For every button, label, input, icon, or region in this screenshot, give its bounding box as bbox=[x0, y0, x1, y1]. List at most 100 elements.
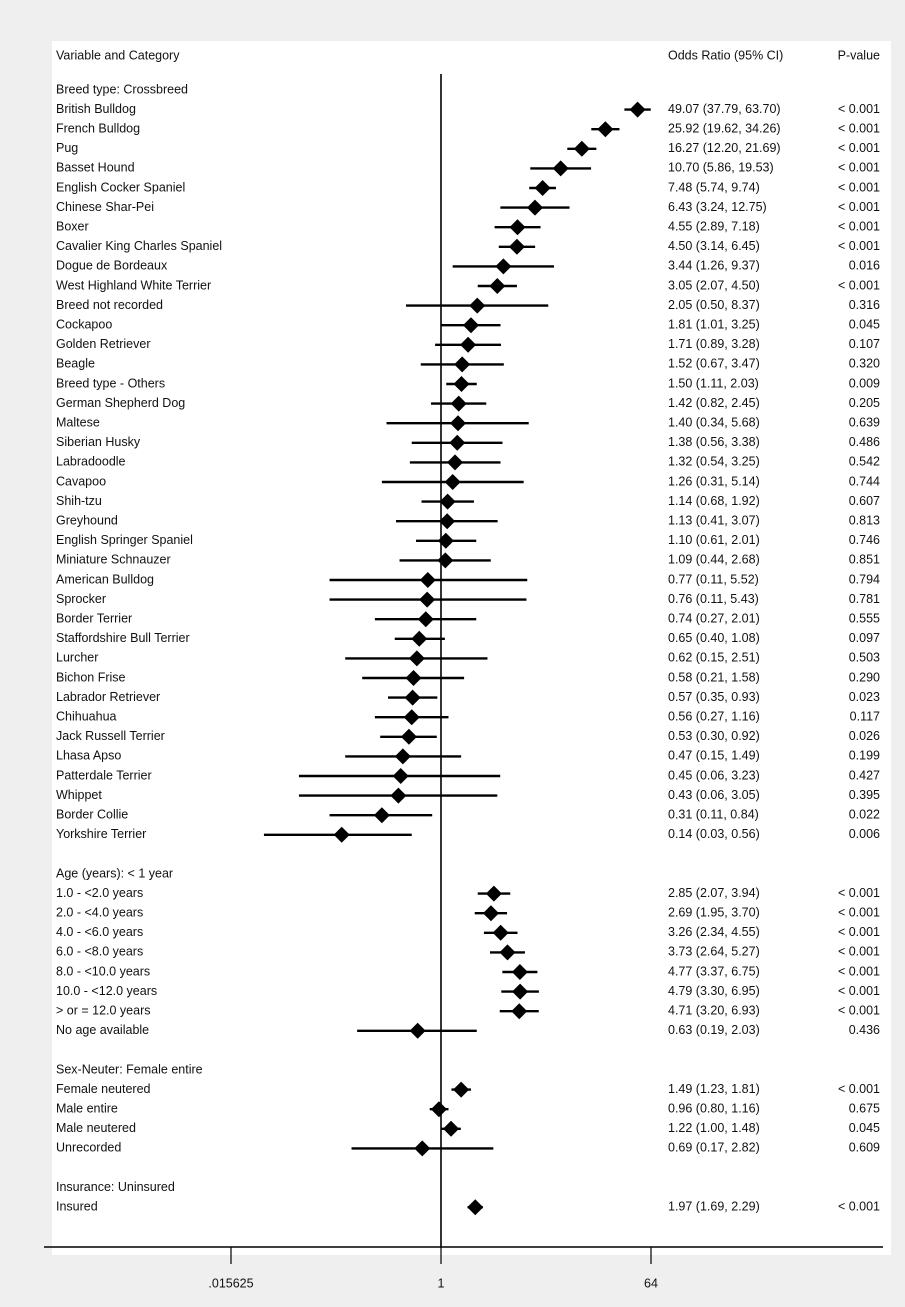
row-label: Unrecorded bbox=[56, 1141, 121, 1155]
row-p-value: < 0.001 bbox=[838, 905, 880, 919]
point-estimate-marker bbox=[392, 768, 409, 784]
row-label: English Cocker Spaniel bbox=[56, 180, 185, 194]
row-odds-ratio-text: 2.69 (1.95, 3.70) bbox=[668, 905, 760, 919]
row-p-value: 0.503 bbox=[849, 651, 880, 665]
row-odds-ratio-text: 6.43 (3.24, 12.75) bbox=[668, 200, 767, 214]
row-label: British Bulldog bbox=[56, 102, 136, 116]
row-p-value: 0.199 bbox=[849, 749, 880, 763]
point-estimate-marker bbox=[492, 924, 509, 941]
row-p-value: < 0.001 bbox=[838, 278, 880, 292]
point-estimate-marker bbox=[552, 160, 569, 177]
row-label: Chinese Shar-Pei bbox=[56, 200, 154, 214]
row-odds-ratio-text: 3.73 (2.64, 5.27) bbox=[668, 945, 760, 959]
row-p-value: < 0.001 bbox=[838, 239, 880, 253]
row-label: Breed type - Others bbox=[56, 376, 165, 390]
row-label: Male neutered bbox=[56, 1121, 136, 1135]
row-label: Lurcher bbox=[56, 651, 98, 665]
row-odds-ratio-text: 4.55 (2.89, 7.18) bbox=[668, 219, 760, 233]
row-label: Pug bbox=[56, 141, 78, 155]
row-odds-ratio-text: 0.62 (0.15, 2.51) bbox=[668, 651, 760, 665]
row-odds-ratio-text: 1.14 (0.68, 1.92) bbox=[668, 494, 760, 508]
point-estimate-marker bbox=[333, 826, 350, 843]
row-label: Basset Hound bbox=[56, 161, 135, 175]
row-odds-ratio-text: 1.52 (0.67, 3.47) bbox=[668, 357, 760, 371]
column-header-p-value: P-value bbox=[838, 48, 880, 62]
row-p-value: < 0.001 bbox=[838, 180, 880, 194]
row-label: Female neutered bbox=[56, 1082, 151, 1096]
row-odds-ratio-text: 1.40 (0.34, 5.68) bbox=[668, 415, 760, 429]
row-p-value: 0.609 bbox=[849, 1141, 880, 1155]
row-p-value: 0.851 bbox=[849, 553, 880, 567]
point-estimate-marker bbox=[453, 376, 470, 392]
row-label: Siberian Husky bbox=[56, 435, 141, 449]
row-label: Male entire bbox=[56, 1101, 118, 1115]
row-p-value: < 0.001 bbox=[838, 886, 880, 900]
column-header-odds-ratio: Odds Ratio (95% CI) bbox=[668, 48, 783, 62]
row-odds-ratio-text: 3.05 (2.07, 4.50) bbox=[668, 278, 760, 292]
point-estimate-marker bbox=[511, 1003, 528, 1020]
point-estimate-marker bbox=[499, 944, 516, 961]
row-label: Shih-tzu bbox=[56, 494, 102, 508]
row-p-value: < 0.001 bbox=[838, 102, 880, 116]
point-estimate-marker bbox=[453, 1081, 470, 1098]
row-odds-ratio-text: 10.70 (5.86, 19.53) bbox=[668, 161, 774, 175]
row-label: West Highland White Terrier bbox=[56, 278, 211, 292]
row-odds-ratio-text: 0.43 (0.06, 3.05) bbox=[668, 788, 760, 802]
point-estimate-marker bbox=[467, 1199, 484, 1216]
row-label: Maltese bbox=[56, 415, 100, 429]
point-estimate-marker bbox=[482, 905, 499, 922]
row-odds-ratio-text: 1.32 (0.54, 3.25) bbox=[668, 455, 760, 469]
point-estimate-marker bbox=[489, 278, 506, 294]
group-header-label: Age (years): < 1 year bbox=[56, 866, 173, 880]
row-odds-ratio-text: 0.56 (0.27, 1.16) bbox=[668, 709, 760, 723]
point-estimate-marker bbox=[629, 101, 646, 118]
x-tick-label: 64 bbox=[644, 1276, 658, 1290]
x-tick-label: 1 bbox=[438, 1276, 445, 1290]
group-header-label: Insurance: Uninsured bbox=[56, 1180, 175, 1194]
point-estimate-marker bbox=[373, 807, 390, 824]
point-estimate-marker bbox=[512, 983, 529, 1000]
row-odds-ratio-text: 0.69 (0.17, 2.82) bbox=[668, 1141, 760, 1155]
row-label: Insured bbox=[56, 1199, 98, 1213]
row-label: German Shepherd Dog bbox=[56, 396, 185, 410]
row-odds-ratio-text: 1.26 (0.31, 5.14) bbox=[668, 474, 760, 488]
row-odds-ratio-text: 4.50 (3.14, 6.45) bbox=[668, 239, 760, 253]
row-p-value: 0.022 bbox=[849, 807, 880, 821]
row-p-value: 0.746 bbox=[849, 533, 880, 547]
row-label: Sprocker bbox=[56, 592, 106, 606]
row-odds-ratio-text: 4.71 (3.20, 6.93) bbox=[668, 1003, 760, 1017]
row-label: Lhasa Apso bbox=[56, 749, 121, 763]
row-odds-ratio-text: 1.10 (0.61, 2.01) bbox=[668, 533, 760, 547]
row-odds-ratio-text: 4.77 (3.37, 6.75) bbox=[668, 964, 760, 978]
row-p-value: 0.097 bbox=[849, 631, 880, 645]
point-estimate-marker bbox=[439, 493, 456, 510]
row-label: Jack Russell Terrier bbox=[56, 729, 165, 743]
row-p-value: 0.436 bbox=[849, 1023, 880, 1037]
row-p-value: 0.395 bbox=[849, 788, 880, 802]
row-odds-ratio-text: 1.81 (1.01, 3.25) bbox=[668, 317, 760, 331]
row-label: Yorkshire Terrier bbox=[56, 827, 146, 841]
row-odds-ratio-text: 0.74 (0.27, 2.01) bbox=[668, 611, 760, 625]
row-odds-ratio-text: 1.09 (0.44, 2.68) bbox=[668, 553, 760, 567]
plot-panel bbox=[52, 41, 891, 1255]
row-p-value: 0.542 bbox=[849, 455, 880, 469]
point-estimate-marker bbox=[462, 317, 479, 334]
point-estimate-marker bbox=[573, 140, 590, 157]
row-odds-ratio-text: 0.53 (0.30, 0.92) bbox=[668, 729, 760, 743]
row-p-value: 0.009 bbox=[849, 376, 880, 390]
row-odds-ratio-text: 0.77 (0.11, 5.52) bbox=[668, 572, 759, 586]
row-label: Border Terrier bbox=[56, 611, 132, 625]
row-odds-ratio-text: 2.85 (2.07, 3.94) bbox=[668, 886, 760, 900]
point-estimate-marker bbox=[419, 591, 436, 608]
row-odds-ratio-text: 1.42 (0.82, 2.45) bbox=[668, 396, 760, 410]
row-p-value: < 0.001 bbox=[838, 984, 880, 998]
row-p-value: 0.316 bbox=[849, 298, 880, 312]
row-odds-ratio-text: 49.07 (37.79, 63.70) bbox=[668, 102, 781, 116]
row-p-value: 0.781 bbox=[849, 592, 880, 606]
row-p-value: < 0.001 bbox=[838, 964, 880, 978]
point-estimate-marker bbox=[408, 650, 425, 667]
row-odds-ratio-text: 0.57 (0.35, 0.93) bbox=[668, 690, 760, 704]
row-label: Border Collie bbox=[56, 807, 128, 821]
point-estimate-marker bbox=[444, 474, 461, 490]
point-estimate-marker bbox=[508, 238, 525, 255]
